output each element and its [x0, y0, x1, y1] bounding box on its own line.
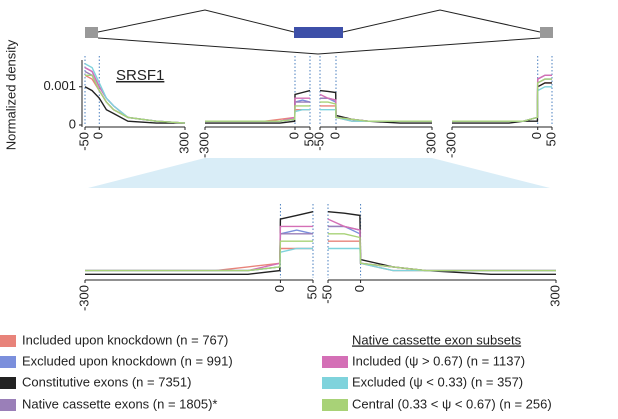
x-tick-label: -300	[196, 132, 211, 158]
legend-label: Excluded upon knockdown (n = 991)	[22, 353, 233, 368]
series-line	[327, 211, 556, 275]
exon-box	[540, 27, 553, 38]
series-line	[85, 240, 313, 272]
splice-line	[97, 37, 541, 55]
legend-label: Constitutive exons (n = 7351)	[22, 374, 191, 389]
legend-swatch	[322, 377, 348, 389]
series-line	[328, 240, 556, 272]
exon-box	[85, 27, 98, 38]
series-line	[84, 86, 185, 124]
series-line	[328, 233, 556, 272]
series-line	[85, 229, 314, 272]
exon-box	[294, 27, 343, 38]
x-tick-label: 0	[352, 285, 367, 292]
x-tick-label: 0	[327, 132, 342, 139]
x-tick-label: 300	[547, 285, 562, 307]
legend-swatch	[322, 356, 348, 368]
legend-label: Native cassette exons (n = 1805)*	[22, 396, 217, 411]
legend-label: Included (ψ > 0.67) (n = 1137)	[352, 353, 525, 368]
y-axis-label: Normalized density	[3, 39, 18, 150]
y-tick-label: 0.001	[43, 78, 76, 93]
splice-line	[97, 9, 295, 33]
series-line	[85, 211, 314, 275]
series-line	[320, 105, 432, 122]
legend-swatch	[0, 377, 16, 389]
series-line	[452, 82, 552, 124]
legend-swatch	[0, 335, 16, 347]
legend-label: Excluded (ψ < 0.33) (n = 357)	[352, 374, 523, 389]
series-line	[452, 78, 552, 122]
x-tick-label: 300	[176, 132, 191, 154]
x-tick-label: 0	[529, 132, 544, 139]
splice-line	[342, 9, 541, 33]
series-line	[320, 101, 432, 122]
legend-swatch	[0, 356, 16, 368]
series-line	[205, 105, 310, 122]
legend-label: Central (0.33 < ψ < 0.67) (n = 256)	[352, 396, 552, 411]
x-tick-label: 0	[272, 285, 287, 292]
x-tick-label: 50	[301, 132, 316, 146]
x-tick-label: -300	[443, 132, 458, 158]
series-line	[85, 74, 186, 124]
y-tick-label: 0	[69, 116, 76, 131]
legend-title: Native cassette exon subsets	[352, 332, 522, 347]
chart-title: SRSF1	[116, 67, 164, 84]
x-tick-label: 0	[286, 132, 301, 139]
x-tick-label: -50	[319, 285, 334, 304]
x-tick-label: 50	[543, 132, 558, 146]
zoom-shade	[88, 158, 550, 188]
x-tick-label: 300	[423, 132, 438, 154]
x-tick-label: -50	[76, 132, 91, 151]
legend-swatch	[322, 399, 348, 411]
legend-label: Included upon knockdown (n = 767)	[22, 332, 228, 347]
x-tick-label: -50	[311, 132, 326, 151]
legend-swatch	[0, 399, 16, 411]
series-line	[319, 89, 432, 124]
x-tick-label: 50	[304, 285, 319, 299]
x-tick-label: -300	[76, 285, 91, 311]
series-line	[85, 225, 313, 272]
series-line	[205, 89, 311, 124]
series-line	[85, 233, 313, 272]
x-tick-label: 0	[91, 132, 106, 139]
